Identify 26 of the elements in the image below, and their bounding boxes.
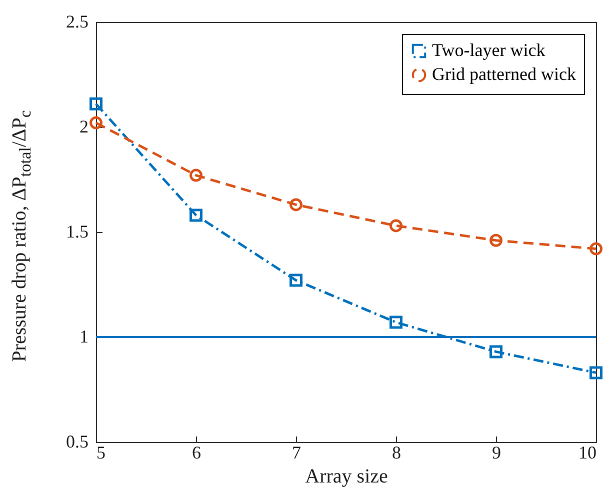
point bbox=[490, 234, 502, 247]
x-tick-label: 8 bbox=[392, 442, 401, 462]
point bbox=[290, 198, 302, 212]
point bbox=[590, 366, 602, 380]
y-tick-label: 1.5 bbox=[66, 222, 88, 242]
point bbox=[90, 97, 102, 110]
legend-label: Two-layer wick bbox=[432, 40, 546, 60]
point bbox=[90, 116, 102, 130]
point bbox=[490, 345, 502, 358]
point bbox=[290, 274, 302, 287]
point bbox=[390, 219, 402, 232]
point bbox=[190, 168, 202, 182]
x-axis-title: Array size bbox=[305, 466, 388, 488]
x-tick-label: 10 bbox=[578, 442, 596, 462]
x-tick-label: 5 bbox=[96, 442, 106, 462]
x-tick-label: 6 bbox=[192, 442, 201, 462]
y-tick-label: 0.5 bbox=[66, 432, 88, 452]
y-tick-label: 2 bbox=[80, 116, 88, 136]
x-tick-label: 9 bbox=[492, 442, 501, 462]
point bbox=[390, 316, 402, 329]
x-tick-label: 7 bbox=[292, 442, 301, 462]
y-tick-label: 2.5 bbox=[66, 12, 88, 32]
y-tick-label: 1 bbox=[80, 326, 88, 346]
point bbox=[590, 242, 602, 256]
point bbox=[190, 208, 202, 222]
legend-label: Grid patterned wick bbox=[432, 64, 576, 84]
